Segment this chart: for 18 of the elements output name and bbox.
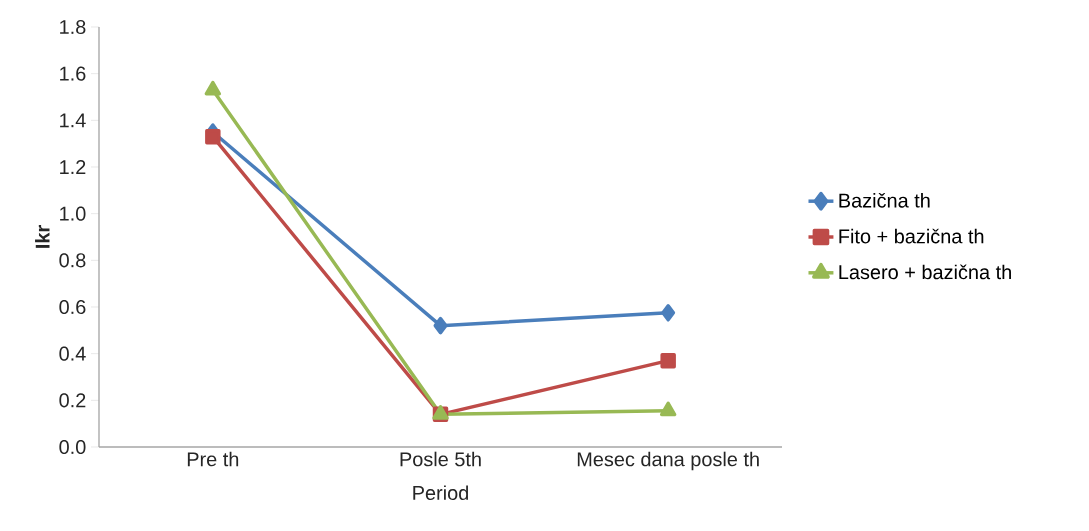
x-tick-label: Posle 5th [400,451,481,467]
y-tick-label: 0.2 [59,393,86,408]
x-tick-label: Mesec dana posle th [577,451,759,471]
legend-label: Bazična th [839,192,930,208]
legend-label: Fito + bazična th [839,228,984,244]
legend-label: Lasero + bazična th [839,264,1011,280]
y-tick-label: 0.0 [59,439,86,455]
x-tick-label: Pre th [187,451,239,467]
y-tick-label: 0.6 [59,299,86,315]
y-axis-title: Ikr [35,225,50,248]
y-tick-label: 1.4 [60,113,86,128]
x-axis-title: Period [413,485,468,501]
y-tick-label: 1.8 [60,19,86,35]
y-tick-label: 0.8 [59,253,86,268]
y-tick-label: 1.0 [60,206,86,221]
y-tick-label: 1.2 [60,160,86,174]
y-tick-label: 0.4 [59,346,86,361]
y-tick-label: 1.6 [60,66,86,81]
